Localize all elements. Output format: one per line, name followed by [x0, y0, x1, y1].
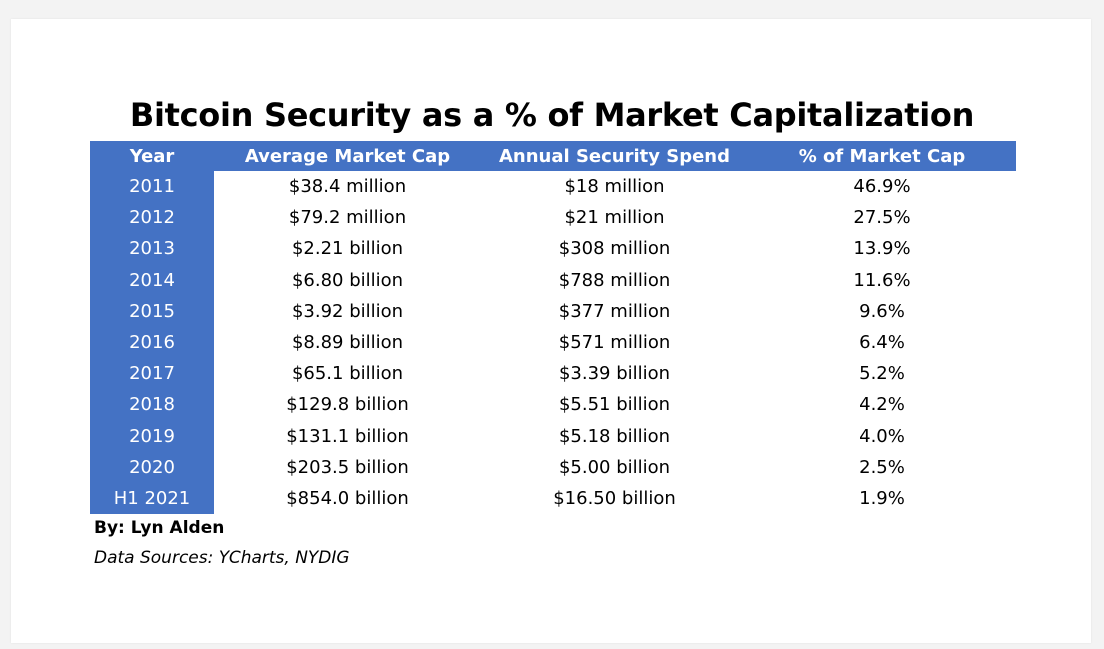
- data-sources-note: Data Sources: YCharts, NYDIG: [94, 548, 350, 568]
- year-cell: 2013: [90, 233, 214, 265]
- table-row: 2015 $3.92 billion $377 million 9.6%: [90, 295, 1016, 327]
- security-spend-cell: $18 million: [564, 176, 665, 198]
- security-spend-cell: $571 million: [558, 332, 671, 354]
- security-spend-cell: $21 million: [564, 207, 665, 229]
- year-cell: 2012: [90, 202, 214, 234]
- percent-cell: 27.5%: [853, 207, 911, 229]
- percent-cell: 4.0%: [859, 425, 905, 447]
- table-row: 2016 $8.89 billion $571 million 6.4%: [90, 326, 1016, 359]
- percent-cell: 1.9%: [859, 487, 905, 509]
- percent-cell: 46.9%: [853, 176, 911, 198]
- table-row: H1 2021 $854.0 billion $16.50 billion 1.…: [90, 482, 1016, 515]
- market-cap-cell: $203.5 billion: [286, 456, 409, 478]
- percent-cell: 9.6%: [859, 300, 905, 322]
- market-cap-cell: $129.8 billion: [286, 394, 409, 416]
- year-cell: 2017: [90, 358, 214, 390]
- market-cap-cell: $2.21 billion: [291, 238, 404, 260]
- table-row: 2012 $79.2 million $21 million 27.5%: [90, 202, 1016, 234]
- chart-title: Bitcoin Security as a % of Market Capita…: [129, 96, 975, 134]
- year-cell: 2014: [90, 264, 214, 296]
- year-cell: 2015: [90, 295, 214, 327]
- year-cell: H1 2021: [90, 482, 214, 515]
- table-row: 2013 $2.21 billion $308 million 13.9%: [90, 233, 1016, 265]
- year-cell: 2018: [90, 389, 214, 421]
- table-row: 2017 $65.1 billion $3.39 billion 5.2%: [90, 358, 1016, 390]
- market-cap-cell: $79.2 million: [288, 207, 407, 229]
- market-cap-cell: $38.4 million: [288, 176, 407, 198]
- security-table: Year Average Market Cap Annual Security …: [90, 141, 1016, 515]
- market-cap-cell: $854.0 billion: [286, 487, 409, 509]
- security-spend-cell: $308 million: [558, 238, 671, 260]
- column-header-year: Year: [90, 141, 214, 171]
- percent-cell: 6.4%: [859, 332, 905, 354]
- percent-cell: 5.2%: [859, 363, 905, 385]
- security-spend-cell: $5.18 billion: [558, 425, 671, 447]
- table-row: 2019 $131.1 billion $5.18 billion 4.0%: [90, 420, 1016, 452]
- year-cell: 2011: [90, 171, 214, 203]
- year-cell: 2019: [90, 420, 214, 452]
- market-cap-cell: $131.1 billion: [286, 425, 409, 447]
- percent-cell: 4.2%: [859, 394, 905, 416]
- table-row: 2020 $203.5 billion $5.00 billion 2.5%: [90, 451, 1016, 483]
- security-spend-cell: $16.50 billion: [553, 487, 676, 509]
- column-header-percent: % of Market Cap: [748, 141, 1016, 171]
- table-header-row: Year Average Market Cap Annual Security …: [90, 141, 1016, 171]
- market-cap-cell: $3.92 billion: [291, 300, 404, 322]
- market-cap-cell: $8.89 billion: [291, 332, 404, 354]
- table-row: 2014 $6.80 billion $788 million 11.6%: [90, 264, 1016, 296]
- percent-cell: 2.5%: [859, 456, 905, 478]
- market-cap-cell: $6.80 billion: [291, 269, 404, 291]
- year-cell: 2016: [90, 326, 214, 359]
- table-row: 2018 $129.8 billion $5.51 billion 4.2%: [90, 389, 1016, 421]
- market-cap-cell: $65.1 billion: [291, 363, 404, 385]
- column-header-market-cap: Average Market Cap: [214, 141, 481, 171]
- table-row: 2011 $38.4 million $18 million 46.9%: [90, 171, 1016, 203]
- security-spend-cell: $3.39 billion: [558, 363, 671, 385]
- security-spend-cell: $788 million: [558, 269, 671, 291]
- percent-cell: 11.6%: [853, 269, 911, 291]
- column-header-security-spend: Annual Security Spend: [481, 141, 748, 171]
- year-cell: 2020: [90, 451, 214, 483]
- security-spend-cell: $5.51 billion: [558, 394, 671, 416]
- security-spend-cell: $5.00 billion: [558, 456, 671, 478]
- percent-cell: 13.9%: [853, 238, 911, 260]
- security-spend-cell: $377 million: [558, 300, 671, 322]
- author-byline: By: Lyn Alden: [94, 518, 225, 538]
